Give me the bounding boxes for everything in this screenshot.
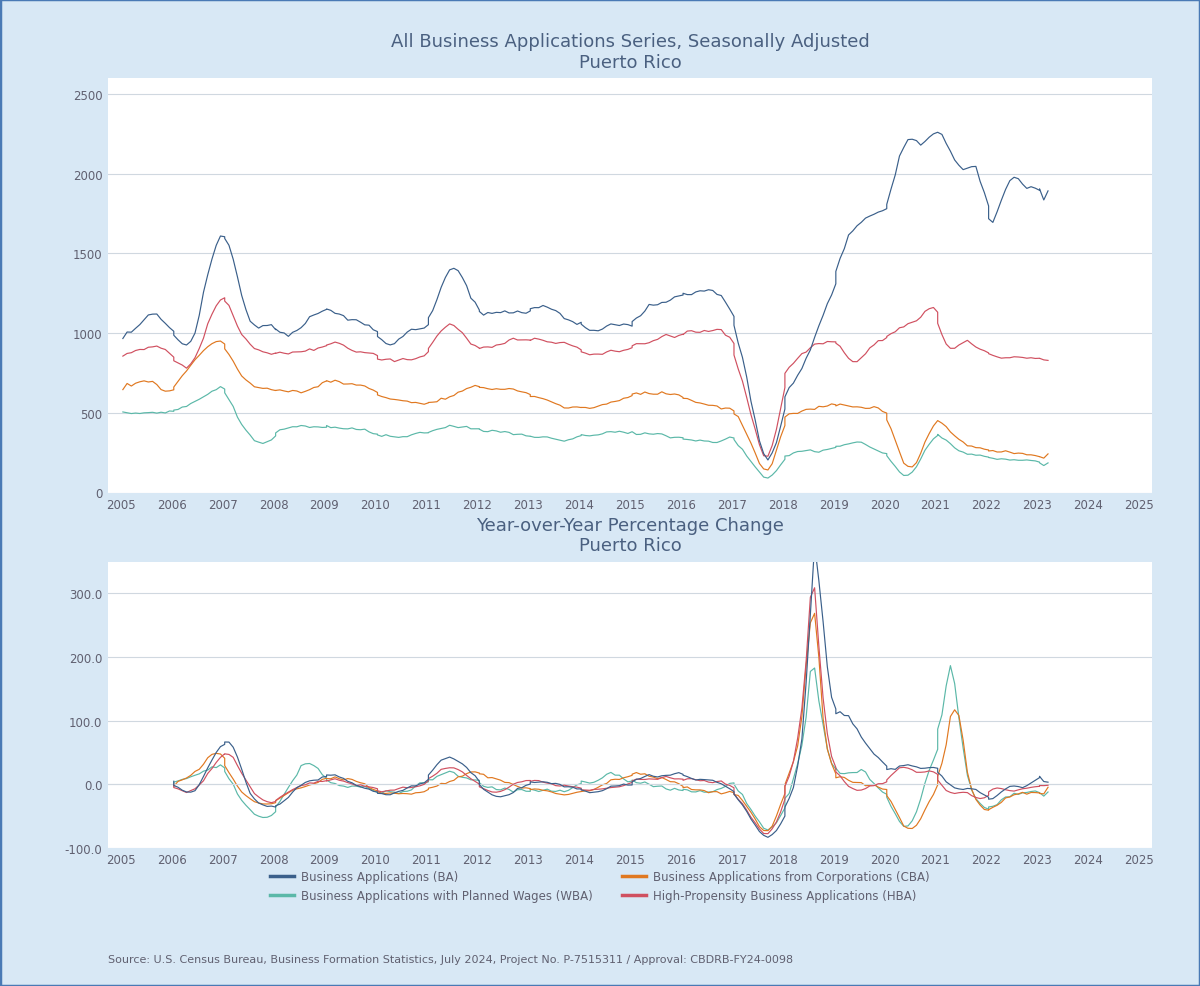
Title: Year-over-Year Percentage Change
Puerto Rico: Year-over-Year Percentage Change Puerto …: [476, 516, 784, 555]
Legend: Business Applications (BA), Business Applications with Planned Wages (WBA), Busi: Business Applications (BA), Business App…: [265, 866, 935, 907]
Title: All Business Applications Series, Seasonally Adjusted
Puerto Rico: All Business Applications Series, Season…: [391, 33, 869, 72]
Text: Source: U.S. Census Bureau, Business Formation Statistics, July 2024, Project No: Source: U.S. Census Bureau, Business For…: [108, 954, 793, 964]
